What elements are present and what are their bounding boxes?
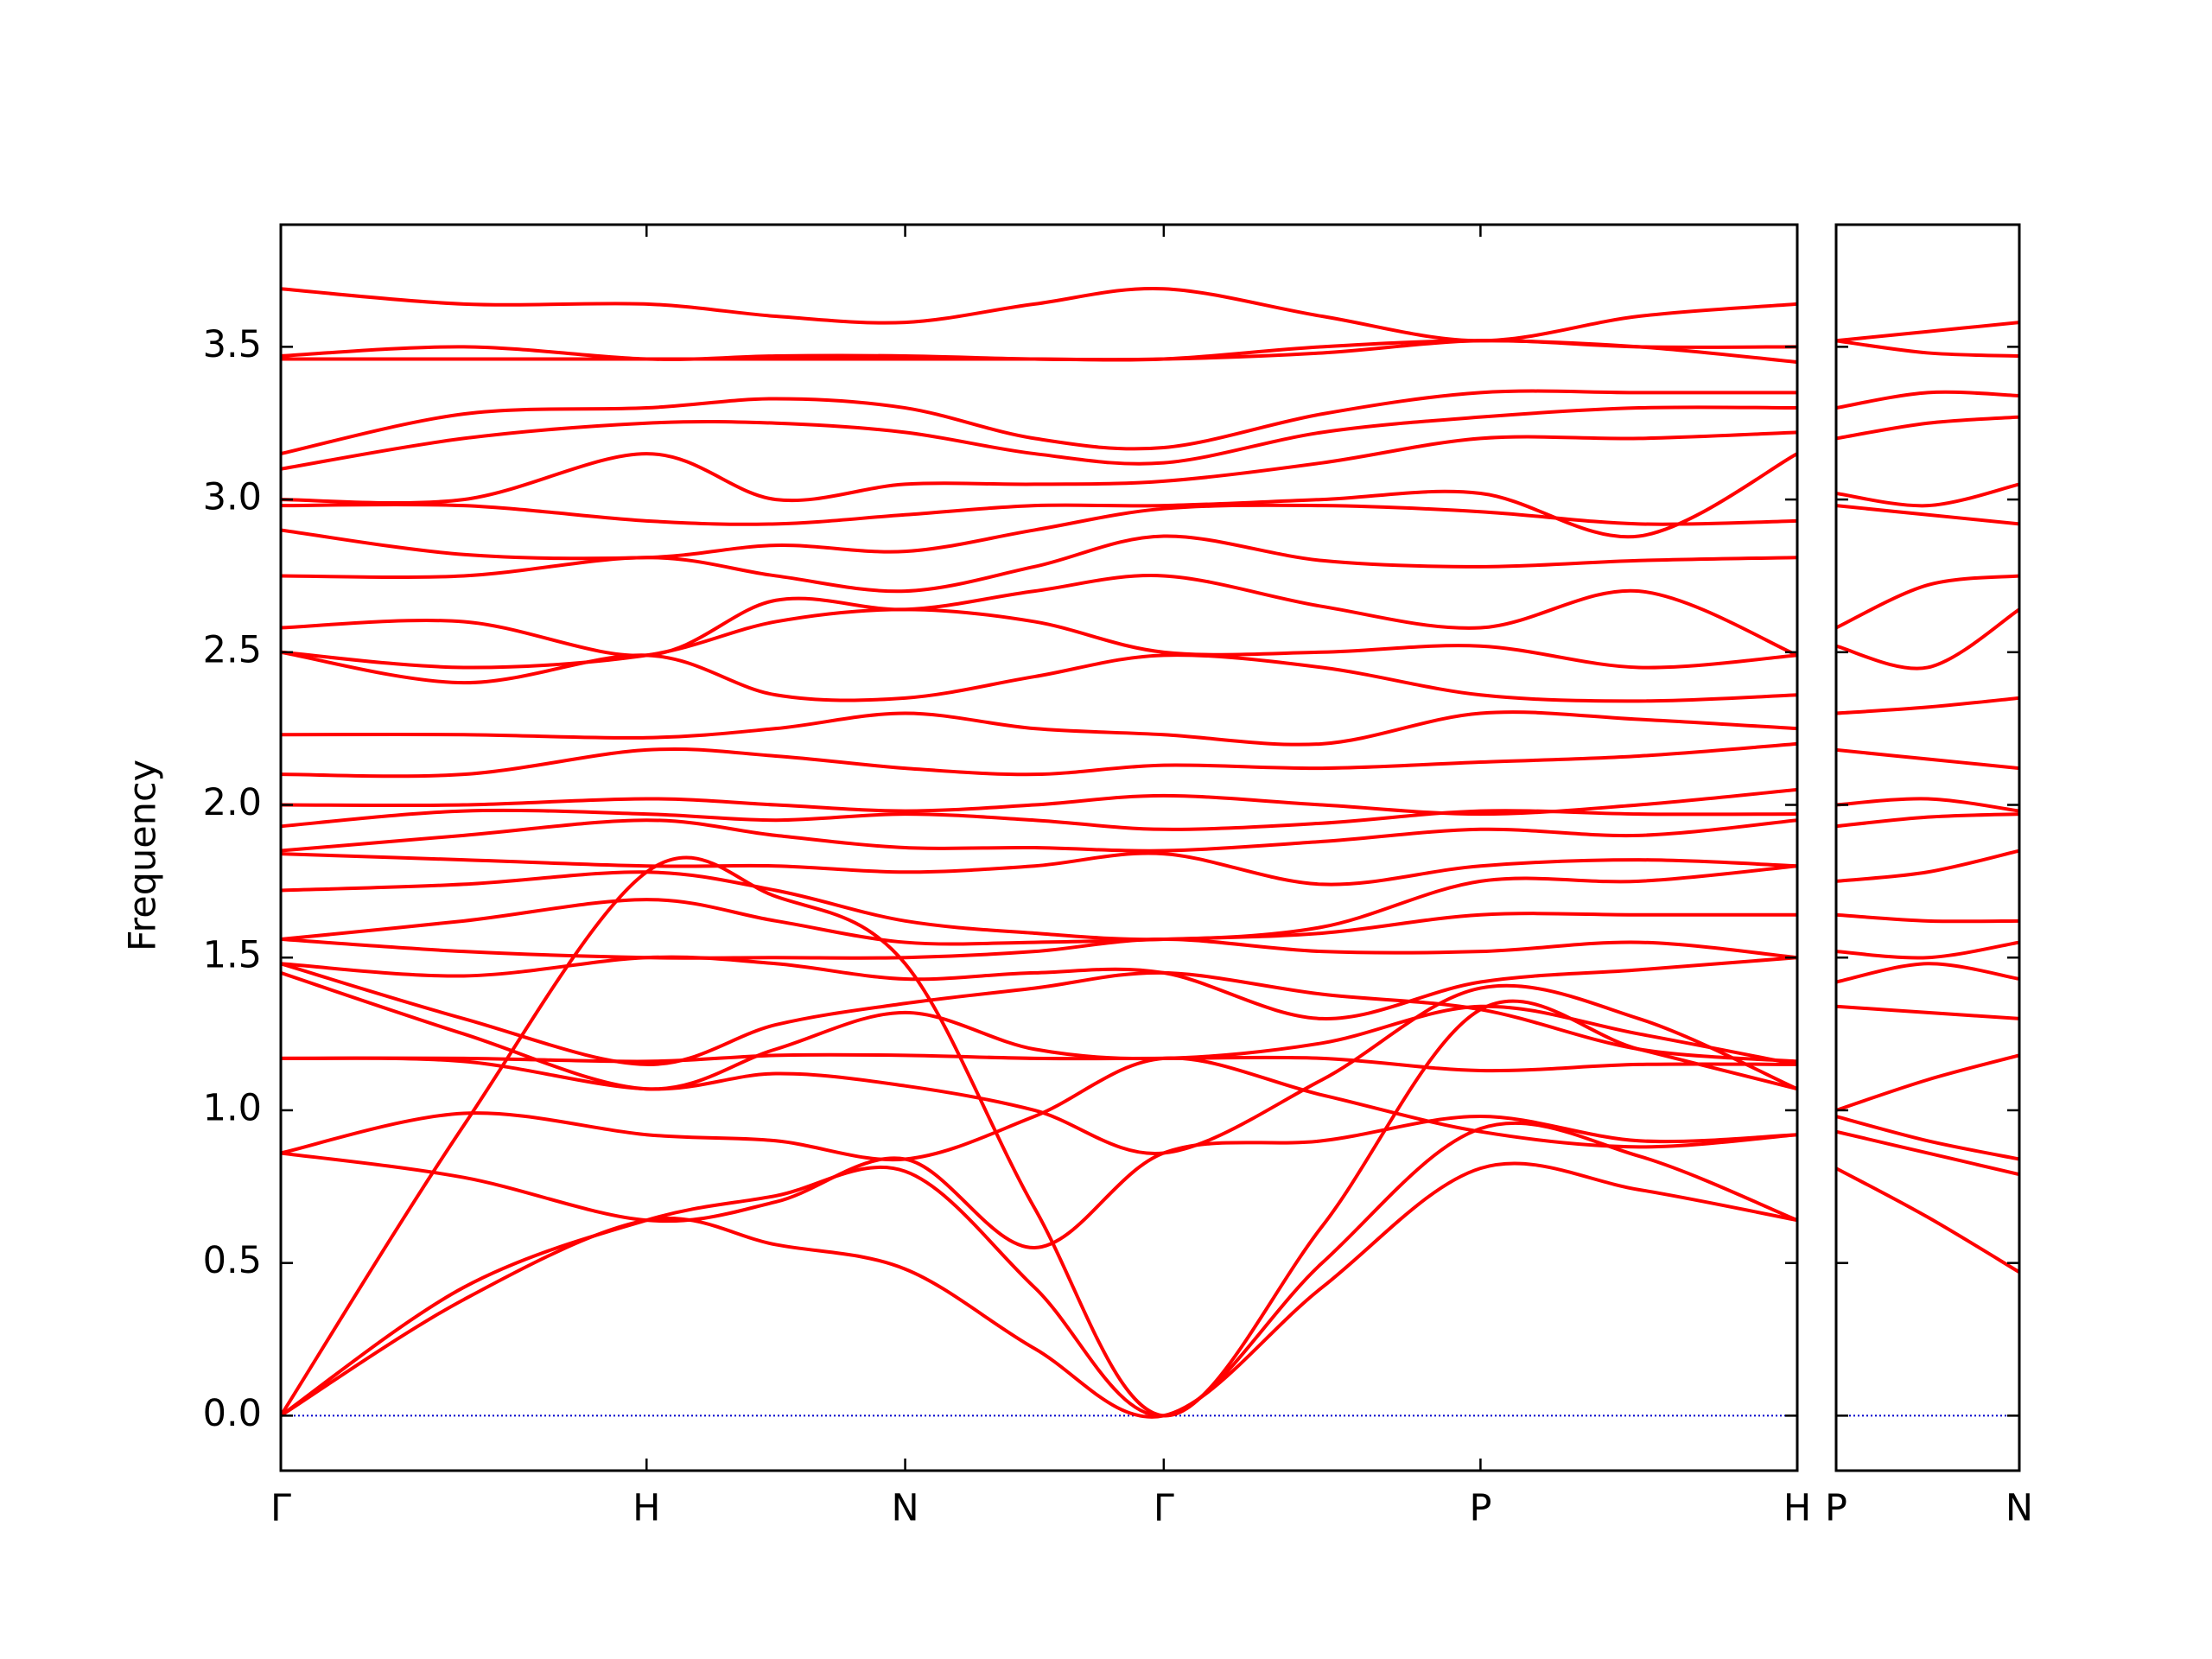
band-line [281, 286, 1797, 343]
band-line [281, 452, 1797, 539]
band-line [1836, 962, 2019, 984]
band-line [1836, 390, 2019, 410]
band-line [281, 534, 1797, 594]
band-line [281, 851, 1797, 887]
band-line [281, 389, 1797, 456]
band-line [281, 955, 1797, 1020]
y-tick-label: 2.5 [203, 628, 262, 671]
y-axis-label: Frequency [122, 760, 165, 951]
band-line [1836, 1166, 2019, 1274]
band-line [281, 787, 1797, 817]
y-tick-label: 2.0 [203, 781, 262, 824]
y-tick-label: 1.0 [203, 1086, 262, 1129]
band-line [281, 971, 1797, 1091]
band-line [1836, 747, 2019, 771]
plot-area [281, 286, 1797, 1419]
band-line [281, 741, 1797, 779]
band-line [1836, 940, 2019, 960]
y-tick-label: 0.0 [203, 1392, 262, 1435]
x-tick-label: H [1783, 1487, 1811, 1530]
x-tick-label: N [891, 1487, 918, 1530]
y-tick-label: 1.5 [203, 934, 262, 977]
band-line [1836, 504, 2019, 526]
band-line [1836, 1004, 2019, 1020]
band-line [281, 1052, 1797, 1073]
band-line [1836, 812, 2019, 829]
band-line [281, 898, 1797, 946]
plot-frame [1834, 223, 2021, 1472]
band-line [1836, 415, 2019, 441]
band-line [281, 430, 1797, 505]
band-line [1836, 574, 2019, 630]
band-line [281, 650, 1797, 703]
band-line [281, 607, 1797, 670]
band-line [1836, 321, 2019, 343]
band-line [1836, 1129, 2019, 1177]
band-line [281, 1161, 1797, 1419]
plot-frame [279, 223, 1799, 1472]
band-line [1836, 1053, 2019, 1112]
plot-area [1836, 321, 2019, 1417]
y-tick-label: 3.0 [203, 476, 262, 519]
band-line [281, 962, 1797, 1066]
band-line [1836, 797, 2019, 813]
band-line [281, 710, 1797, 747]
x-tick-label: P [1825, 1487, 1847, 1530]
band-line [1836, 849, 2019, 883]
x-tick-label: P [1469, 1487, 1491, 1530]
band-line [1836, 482, 2019, 508]
x-tick-label: Γ [1154, 1487, 1174, 1530]
x-tick-label: H [632, 1487, 660, 1530]
band-line [281, 405, 1797, 471]
band-line [281, 808, 1797, 831]
y-tick-label: 0.5 [203, 1239, 262, 1282]
band-line [1836, 607, 2019, 671]
band-line [1836, 912, 2019, 924]
band-line [281, 938, 1797, 960]
band-line [281, 1121, 1797, 1418]
band-line [281, 1115, 1797, 1250]
band-line [281, 864, 1797, 942]
band-line [281, 983, 1797, 1155]
band-line [281, 818, 1797, 853]
x-tick-label: N [2005, 1487, 2033, 1530]
band-line [281, 1056, 1797, 1162]
band-line [1836, 339, 2019, 358]
x-tick-label: Γ [270, 1487, 291, 1530]
band-line [281, 339, 1797, 365]
band-line [281, 574, 1797, 658]
band-line [1836, 1115, 2019, 1161]
band-line [281, 503, 1797, 561]
y-tick-label: 3.5 [203, 323, 262, 366]
band-line [1836, 696, 2019, 715]
